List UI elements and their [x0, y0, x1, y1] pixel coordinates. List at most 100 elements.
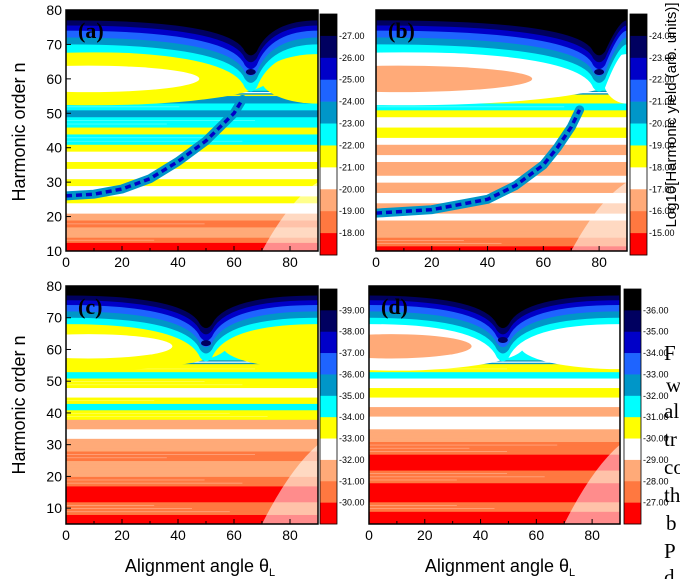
- heatmap-striation: [66, 454, 255, 455]
- colorbar-tick-label: -20.00: [649, 119, 675, 129]
- colorbar-swatch: [320, 289, 337, 311]
- heatmap-striation: [376, 151, 540, 152]
- colorbar-tick-label: -24.00: [649, 31, 675, 41]
- heatmap-striation: [66, 206, 255, 208]
- colorbar-tick-label: -30.00: [643, 434, 669, 444]
- plot-frame: [375, 9, 628, 252]
- colorbar-swatch: [624, 459, 641, 482]
- heatmap-striation: [376, 231, 540, 233]
- heatmap-fade: [262, 182, 318, 251]
- heatmap-striation: [376, 216, 515, 218]
- colorbar-swatch: [320, 502, 337, 525]
- colorbar-tick-label: -22.00: [339, 140, 365, 150]
- heatmap-striation: [376, 140, 464, 142]
- heatmap-striation: [66, 416, 268, 417]
- colorbar-swatch: [630, 167, 647, 190]
- heatmap-band: [376, 154, 627, 162]
- heatmap-striation: [369, 400, 533, 402]
- colorbar-tick-label: -20.00: [339, 184, 365, 194]
- colorbar-tick-label: -24.00: [339, 97, 365, 107]
- heatmap-striation: [66, 199, 218, 201]
- heatmap-striation: [376, 189, 565, 190]
- heatmap-striation: [369, 412, 482, 414]
- heatmap-band: [369, 365, 620, 373]
- heatmap-striation: [66, 175, 268, 177]
- heatmap-striation: [376, 228, 502, 230]
- colorbar-swatch: [630, 233, 647, 256]
- plot-frame: [368, 285, 621, 525]
- heatmap-striation: [376, 222, 552, 224]
- upper-minimum-marker: [497, 336, 508, 343]
- heatmap-band: [369, 470, 620, 484]
- colorbar-swatch: [320, 167, 337, 190]
- colorbar-swatch: [320, 123, 337, 146]
- background-letter: al: [664, 399, 679, 423]
- colorbar-swatch: [630, 123, 647, 146]
- heatmap-striation: [66, 384, 243, 386]
- y-tick-label: 60: [46, 341, 62, 357]
- colorbar-swatch: [320, 310, 337, 333]
- heatmap-striation: [66, 182, 268, 183]
- heatmap-band: [66, 428, 318, 439]
- heatmap-striation: [66, 482, 243, 484]
- heatmap-band: [66, 116, 318, 128]
- heatmap-striation: [66, 479, 205, 481]
- heatmap-striation: [66, 192, 218, 194]
- colorbar-swatch: [630, 189, 647, 212]
- heatmap-striation: [66, 470, 243, 471]
- heatmap-band: [376, 237, 627, 247]
- colorbar-tick-label: -27.00: [339, 31, 365, 41]
- colorbar-swatch: [624, 395, 641, 418]
- y-tick-label: 50: [46, 105, 62, 121]
- heatmap-striation: [66, 130, 167, 132]
- heatmap-fade: [564, 444, 620, 524]
- heatmap-striation: [66, 140, 243, 142]
- heatmap-band: [376, 175, 627, 183]
- y-tick-label: 20: [46, 468, 62, 484]
- heatmap-band: [66, 242, 318, 251]
- colorbar-tick-label: -30.00: [339, 498, 365, 508]
- y-tick-label: 60: [46, 71, 62, 87]
- colorbar-c: -39.00 -38.00 -37.00 -36.00 -35.00 -34.00 -33.…: [319, 288, 365, 525]
- heatmap-striation: [66, 123, 167, 125]
- heatmap-band: [369, 406, 620, 417]
- colorbar-tick-label: -31.00: [339, 476, 365, 486]
- heatmap-striation: [66, 381, 205, 382]
- upper-lobe-left-core: [66, 334, 173, 359]
- colorbar-swatch: [320, 459, 337, 482]
- heatmap-striation: [369, 466, 457, 468]
- heatmap-striation: [369, 374, 545, 376]
- heatmap-striation: [66, 492, 155, 494]
- heatmap-band: [66, 485, 318, 503]
- colorbar-tick-label: -18.00: [649, 162, 675, 172]
- upper-minimum-marker: [245, 68, 256, 75]
- colorbar-tick-label: -23.00: [649, 53, 675, 63]
- colorbar-swatch: [320, 374, 337, 397]
- heatmap-striation: [369, 473, 508, 475]
- colorbar-tick-label: -31.00: [643, 412, 669, 422]
- colorbar-swatch: [320, 211, 337, 234]
- x-tick-label: 40: [170, 527, 186, 543]
- x-tick-label: 20: [417, 527, 433, 543]
- colorbar-tick-label: -27.00: [643, 498, 669, 508]
- heatmap-striation: [376, 120, 515, 121]
- heatmap-striation: [66, 154, 155, 156]
- colorbar-b: -24.00 -23.00 -22.00 -21.00 -20.00 -19.00 -18.…: [629, 13, 675, 256]
- minimum-curve-halo: [66, 95, 247, 201]
- x-tick-label: 60: [529, 527, 545, 543]
- colorbar-swatch: [630, 145, 647, 168]
- heatmap-striation: [66, 520, 230, 522]
- x-tick-label: 40: [480, 254, 496, 270]
- colorbar-tick-label: -26.00: [339, 53, 365, 63]
- heatmap-band: [369, 511, 620, 524]
- colorbar-tick-label: -35.00: [339, 391, 365, 401]
- heatmap-band: [66, 195, 318, 204]
- heatmap-striation: [66, 441, 218, 443]
- heatmap-striation: [376, 147, 502, 149]
- colorbar-tick-label: -32.00: [643, 391, 669, 401]
- heatmap-striation: [376, 166, 489, 168]
- upper-lobe-left-core: [376, 65, 533, 93]
- heatmap-striation: [66, 400, 155, 402]
- heatmap-striation: [66, 233, 155, 235]
- heatmap-band: [66, 419, 318, 430]
